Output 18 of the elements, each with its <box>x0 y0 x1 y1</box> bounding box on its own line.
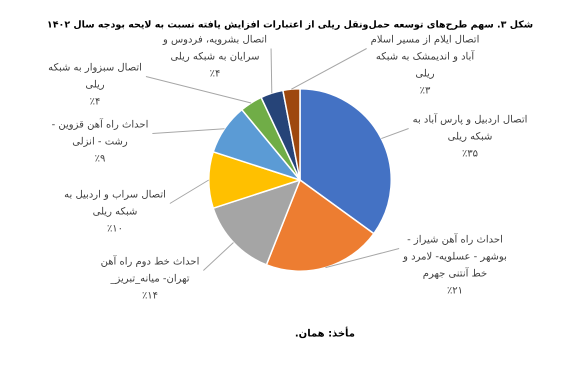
data-label: ٪۱۰ <box>106 224 124 235</box>
slice-label: اتصال ایلام از مسیر اسلام آباد و اندیمشک به شبکه ریلی <box>370 34 480 80</box>
data-label: ٪۴ <box>90 96 100 108</box>
data-label: ٪۳۵ <box>462 148 478 160</box>
data-label: ٪۳ <box>420 86 431 97</box>
data-label: ٪۹ <box>94 154 106 165</box>
slice-label: اتصال سراب و اردبیل به شبکه ریلی <box>64 190 166 218</box>
data-label: ٪۲۱ <box>446 286 464 297</box>
chart-title: شکل ۳. سهم طرح‌های توسعه حمل‌ونقل ریلی از اعتبارات افزایش یافته نسبت به لایحه بودجه سال ۱۴۰۲ <box>46 19 534 30</box>
slice-label: اتصال سبزوار به شبکه ریلی <box>48 62 142 91</box>
text: مأخذ: همان. <box>294 326 355 340</box>
data-label: ٪۴ <box>210 68 220 80</box>
slice-label: احداث راه آهن قزوین - رشت - انزلی <box>52 118 148 148</box>
data-label: ٪۱۴ <box>142 290 158 302</box>
slice-label: اتصال بشرویه، فردوس و سرایان به شبکه ریلی <box>162 34 268 63</box>
slice-label: احداث خط دوم راه آهن تهران- میانه_تبریز_ <box>100 254 200 285</box>
slice-label: احداث راه آهن شیراز - بوشهر - عسلویه- لامرد و خط آنتنی جهرم <box>402 232 507 280</box>
slice-label: اتصال اردبیل و پارس آباد به شبکه ریلی <box>412 112 528 143</box>
